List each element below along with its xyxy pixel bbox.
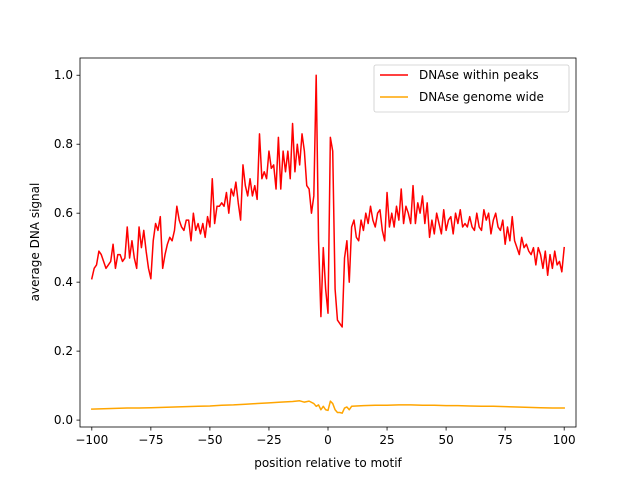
x-tick-label: −100 bbox=[75, 433, 108, 447]
x-tick-label: −50 bbox=[197, 433, 222, 447]
x-tick-label: 50 bbox=[438, 433, 453, 447]
x-tick-label: 0 bbox=[324, 433, 332, 447]
y-tick-label: 0.0 bbox=[54, 413, 73, 427]
series-line-2 bbox=[91, 400, 565, 414]
x-tick-label: 25 bbox=[379, 433, 394, 447]
y-tick-label: 0.4 bbox=[54, 275, 73, 289]
plot-area bbox=[90, 74, 566, 414]
x-axis-label: position relative to motif bbox=[254, 456, 402, 470]
y-tick-label: 0.6 bbox=[54, 206, 73, 220]
y-tick-label: 0.8 bbox=[54, 137, 73, 151]
x-tick-label: −75 bbox=[138, 433, 163, 447]
x-tick-label: 100 bbox=[553, 433, 576, 447]
legend-box bbox=[373, 64, 570, 113]
legend-label-1: DNAse within peaks bbox=[419, 68, 539, 82]
x-tick-label: −25 bbox=[256, 433, 281, 447]
y-tick-label: 1.0 bbox=[54, 68, 73, 82]
legend: DNAse within peaks DNAse genome wide bbox=[373, 64, 570, 113]
series-line-1 bbox=[90, 74, 566, 328]
legend-label-2: DNAse genome wide bbox=[419, 90, 544, 104]
x-tick-label: 75 bbox=[498, 433, 513, 447]
axes: −100 −75 −50 −25 0 25 50 75 100 0.0 0.2 0.4 0.6 0.8 1.… bbox=[54, 57, 577, 447]
y-axis-label: average DNA signal bbox=[28, 183, 42, 302]
y-tick-label: 0.2 bbox=[54, 344, 73, 358]
